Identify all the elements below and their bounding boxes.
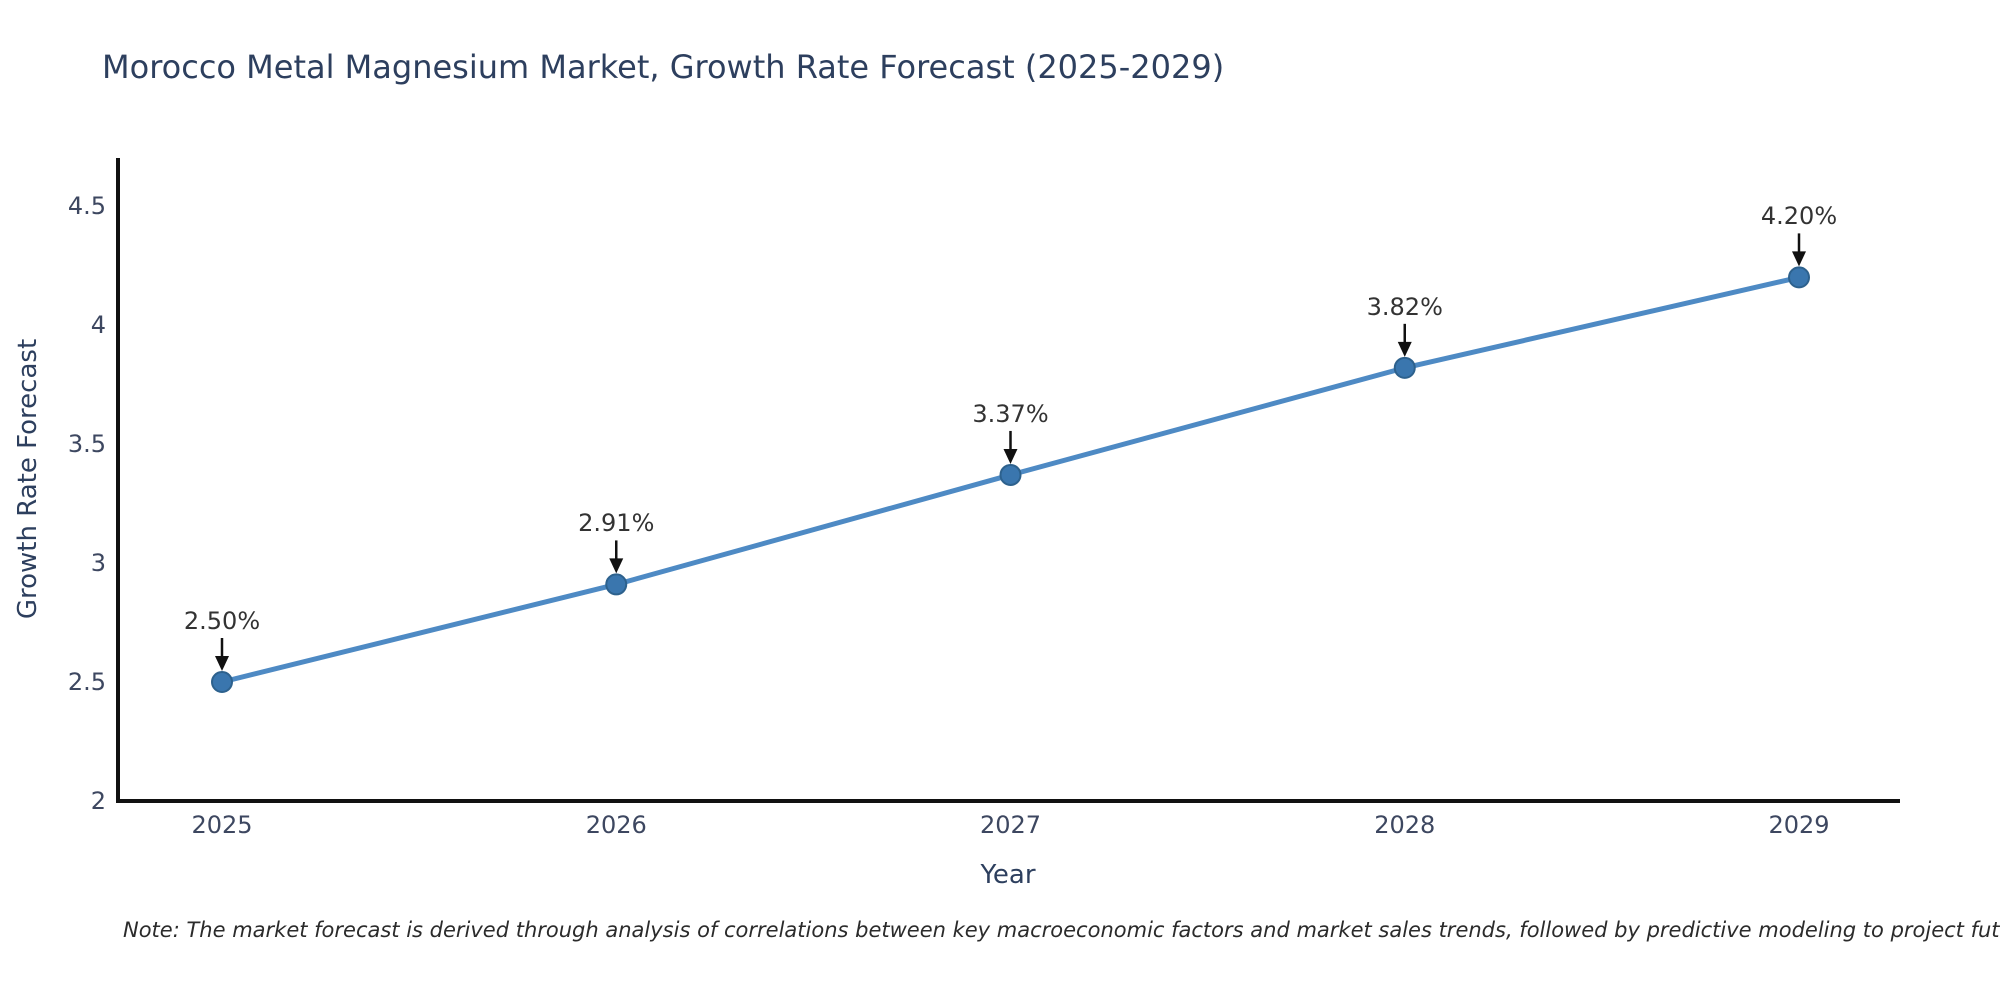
data-point-marker	[605, 573, 628, 596]
point-annotation: 4.20%	[1760, 202, 1838, 231]
y-tick-label: 2	[90, 787, 106, 815]
annotation-arrowhead	[215, 656, 229, 671]
x-axis-title: Year	[980, 860, 1036, 890]
annotation-arrowhead	[1003, 448, 1018, 464]
data-point-marker	[999, 463, 1022, 486]
annotation-arrowhead	[609, 558, 624, 574]
y-tick-label: 4.5	[67, 192, 106, 220]
data-point-marker	[1393, 356, 1416, 379]
y-tick-label: 4	[90, 311, 106, 339]
y-axis-title: Growth Rate Forecast	[13, 338, 43, 620]
point-annotation: 3.37%	[972, 399, 1049, 428]
point-annotation: 2.91%	[578, 509, 655, 538]
data-point-marker	[211, 671, 233, 693]
y-tick-label: 3	[90, 549, 106, 577]
methodology-note: Note: The market forecast is derived thr…	[123, 918, 2000, 942]
chart-title: Morocco Metal Magnesium Market, Growth R…	[102, 48, 1225, 86]
annotation-arrowhead	[1792, 251, 1806, 267]
x-tick-label: 2028	[1374, 811, 1436, 839]
y-tick-label: 2.5	[67, 668, 106, 696]
point-annotation: 2.50%	[183, 607, 261, 635]
x-tick-label: 2027	[979, 811, 1042, 839]
y-tick-label: 3.5	[67, 430, 106, 458]
annotation-arrowhead	[1397, 341, 1412, 357]
x-tick-label: 2025	[191, 811, 253, 839]
data-point-marker	[1788, 266, 1810, 289]
x-tick-label: 2026	[585, 811, 647, 839]
x-tick-label: 2029	[1768, 811, 1830, 839]
point-annotation: 3.82%	[1366, 292, 1443, 321]
